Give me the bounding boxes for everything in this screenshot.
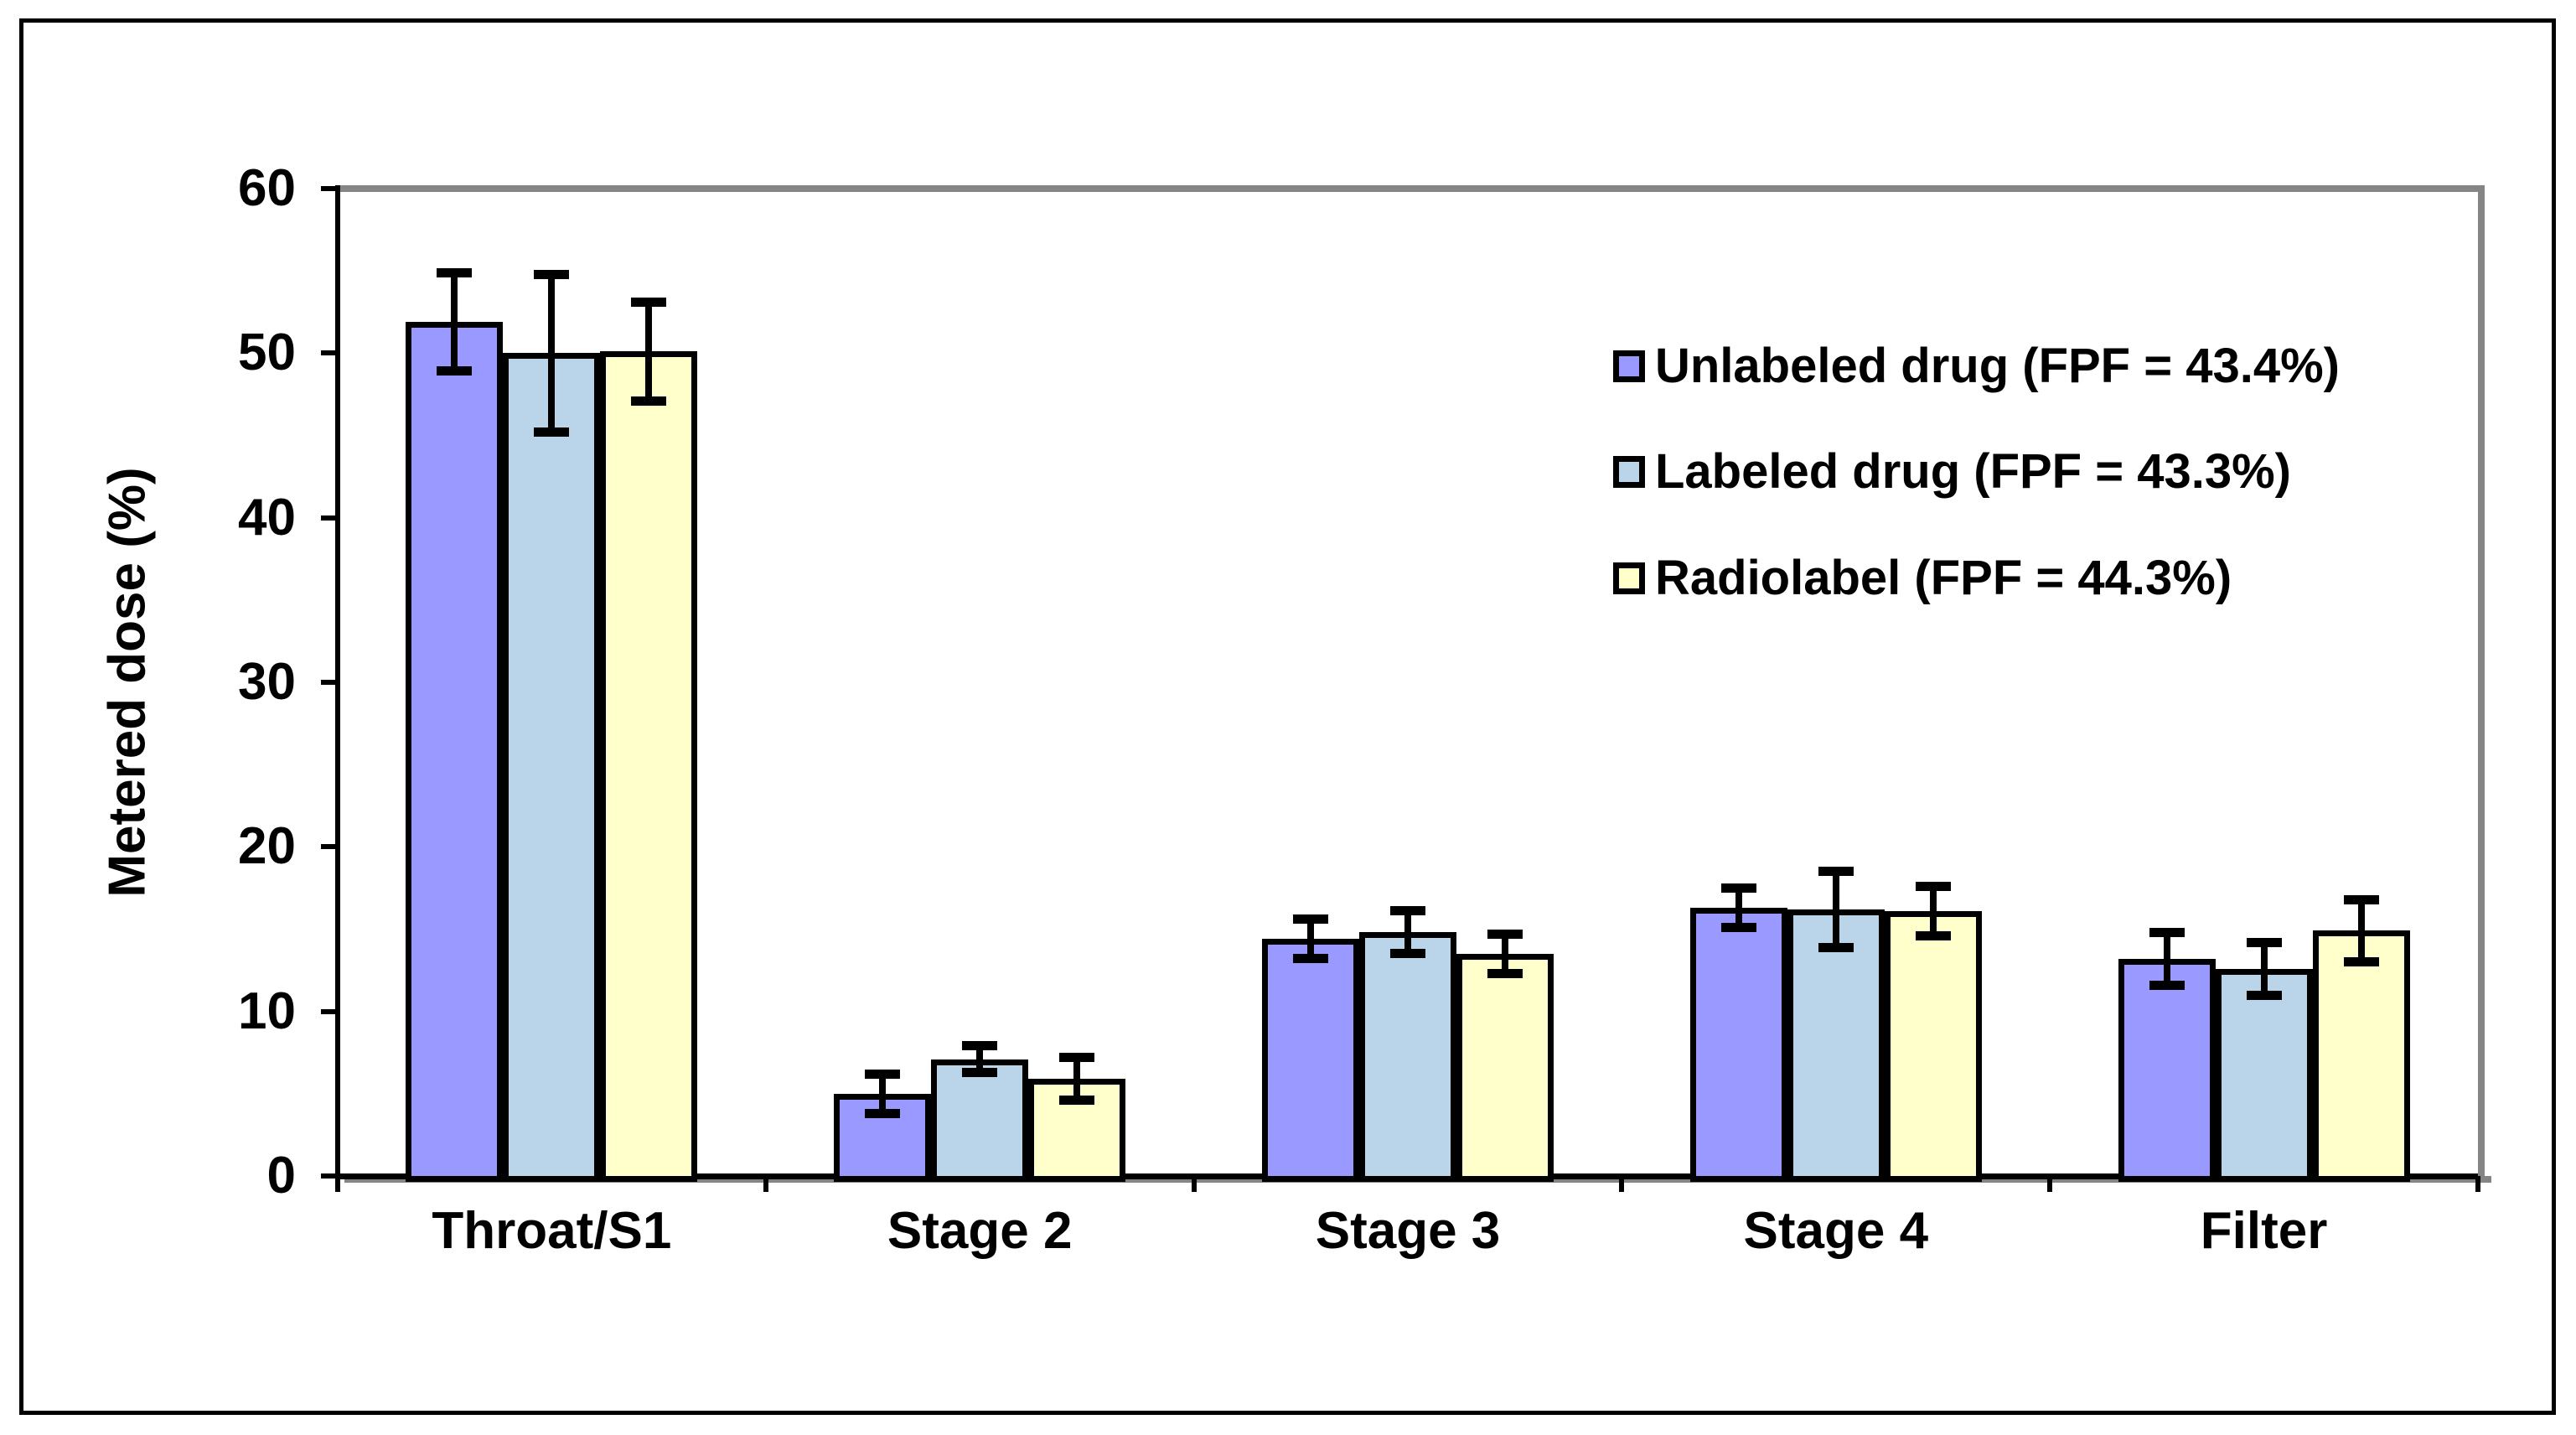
legend-label: Labeled drug (FPF = 43.3%)	[1655, 444, 2291, 499]
legend-item: Labeled drug (FPF = 43.3%)	[1613, 448, 2291, 496]
bar-stage-3-s1	[1359, 932, 1456, 1182]
bar-throat-s1-s0	[406, 322, 504, 1182]
y-axis-tick-label: 30	[238, 653, 296, 711]
error-bar-line	[879, 1074, 887, 1114]
error-bar-line	[1502, 934, 1508, 974]
figure-border	[19, 18, 2556, 1415]
y-axis-tick	[321, 1008, 338, 1014]
error-bar-line	[548, 274, 556, 433]
y-axis-tick-label: 10	[238, 982, 296, 1040]
y-axis-tick-label: 50	[238, 324, 296, 382]
error-bar-cap-bottom	[2149, 980, 2185, 990]
bar-filter-s0	[2118, 958, 2216, 1182]
error-bar-cap-bottom	[631, 396, 667, 406]
error-bar-cap-bottom	[534, 427, 570, 438]
error-bar-cap-top	[1487, 929, 1523, 939]
y-axis-tick	[321, 680, 338, 685]
error-bar-cap-top	[1390, 906, 1425, 916]
bar-stage-3-s2	[1456, 953, 1554, 1182]
y-axis-tick	[321, 515, 338, 521]
x-axis-tick	[2047, 1176, 2053, 1192]
bar-filter-s2	[2312, 930, 2410, 1182]
error-bar-cap-top	[1720, 883, 1756, 893]
error-bar-cap-bottom	[962, 1067, 998, 1077]
bar-stage-4-s2	[1884, 910, 1982, 1182]
bar-throat-s1-s1	[503, 353, 601, 1182]
x-axis-label: Stage 2	[887, 1202, 1073, 1260]
x-axis-tick	[335, 1176, 340, 1192]
legend-swatch	[1613, 562, 1645, 594]
bar-stage-2-s1	[931, 1059, 1029, 1182]
error-bar-cap-bottom	[1390, 949, 1425, 959]
x-axis-label: Filter	[2200, 1202, 2328, 1260]
error-bar-cap-top	[2246, 937, 2282, 947]
error-bar-cap-top	[1818, 867, 1854, 877]
error-bar-cap-bottom	[437, 366, 473, 376]
error-bar-line	[976, 1045, 984, 1073]
error-bar-cap-bottom	[865, 1108, 901, 1118]
error-bar-cap-top	[1059, 1053, 1095, 1063]
error-bar-cap-top	[865, 1069, 901, 1079]
error-bar-line	[2260, 942, 2268, 996]
error-bar-cap-top	[1293, 914, 1328, 925]
y-axis-tick	[321, 1173, 338, 1179]
error-bar-line	[645, 302, 653, 401]
error-bar-cap-bottom	[2246, 990, 2282, 1000]
legend-label: Radiolabel (FPF = 44.3%)	[1655, 551, 2232, 605]
x-axis-label: Throat/S1	[432, 1202, 672, 1260]
error-bar-cap-bottom	[1720, 923, 1756, 933]
error-bar-cap-bottom	[1487, 969, 1523, 978]
error-bar-line	[2357, 899, 2365, 962]
error-bar-cap-top	[631, 297, 667, 307]
legend-swatch	[1613, 350, 1645, 382]
error-bar-line	[451, 272, 458, 371]
x-axis-label: Stage 3	[1315, 1202, 1501, 1260]
bar-filter-s1	[2215, 968, 2313, 1182]
error-bar-line	[1735, 888, 1742, 928]
error-bar-cap-bottom	[1915, 930, 1951, 940]
error-bar-cap-top	[1915, 881, 1951, 891]
error-bar-cap-bottom	[1059, 1096, 1095, 1106]
error-bar-cap-bottom	[1818, 942, 1854, 952]
bar-stage-4-s1	[1787, 909, 1885, 1182]
y-axis-tick	[321, 350, 338, 356]
y-axis-tick	[321, 844, 338, 850]
legend-label: Unlabeled drug (FPF = 43.4%)	[1655, 339, 2340, 393]
y-axis-tick-label: 40	[238, 488, 296, 547]
y-axis-tick	[321, 186, 338, 191]
error-bar-cap-top	[437, 267, 473, 277]
error-bar-cap-top	[534, 269, 570, 279]
y-axis-tick-label: 20	[238, 817, 296, 876]
plot-border-right	[2478, 185, 2485, 1179]
error-bar-line	[2163, 932, 2170, 986]
legend-swatch	[1613, 456, 1645, 488]
x-axis-tick	[763, 1176, 768, 1192]
y-axis-tick-label: 60	[238, 159, 296, 217]
y-axis-line	[335, 185, 340, 1191]
legend-item: Unlabeled drug (FPF = 43.4%)	[1613, 342, 2340, 391]
bar-throat-s1-s2	[600, 351, 698, 1182]
x-axis-tick	[1191, 1176, 1197, 1192]
error-bar-line	[1832, 871, 1839, 948]
x-axis-tick	[1619, 1176, 1625, 1192]
error-bar-line	[1404, 910, 1411, 954]
error-bar-cap-top	[2343, 894, 2379, 904]
x-axis-tick	[2475, 1176, 2480, 1192]
x-axis-label: Stage 4	[1743, 1202, 1929, 1260]
plot-border-top	[338, 185, 2485, 192]
bar-stage-3-s0	[1262, 939, 1359, 1182]
error-bar-cap-bottom	[1293, 954, 1328, 964]
error-bar-cap-bottom	[2343, 957, 2379, 967]
y-axis-tick-label: 0	[266, 1147, 296, 1204]
error-bar-cap-top	[2149, 927, 2185, 937]
error-bar-line	[1307, 919, 1314, 959]
error-bar-line	[1073, 1057, 1081, 1101]
bar-stage-4-s0	[1689, 907, 1787, 1182]
error-bar-cap-top	[962, 1041, 998, 1051]
legend-item: Radiolabel (FPF = 44.3%)	[1613, 554, 2232, 603]
error-bar-line	[1929, 886, 1937, 936]
